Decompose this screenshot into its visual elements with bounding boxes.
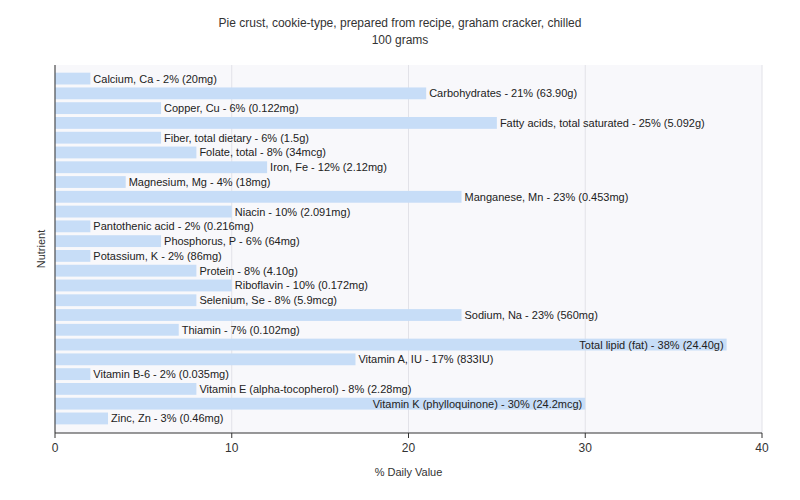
bar: [55, 147, 196, 159]
bar-label: Vitamin B-6 - 2% (0.035mg): [93, 368, 229, 380]
bar-label: Zinc, Zn - 3% (0.46mg): [111, 412, 223, 424]
bar-label: Pantothenic acid - 2% (0.216mg): [93, 220, 253, 232]
bar-label: Phosphorus, P - 6% (64mg): [164, 235, 300, 247]
background: [0, 0, 800, 500]
bar: [55, 250, 90, 262]
bar: [55, 191, 462, 203]
bar-label: Calcium, Ca - 2% (20mg): [93, 73, 216, 85]
title: Pie crust, cookie-type, prepared from re…: [219, 16, 582, 30]
tick-mark: [55, 433, 56, 438]
bar: [55, 309, 462, 321]
tick-label: 30: [579, 441, 593, 455]
bar-label: Potassium, K - 2% (86mg): [93, 250, 221, 262]
bar-label: Vitamin A, IU - 17% (833IU): [358, 353, 493, 365]
bar-label: Thiamin - 7% (0.102mg): [182, 324, 300, 336]
bar-label: Fatty acids, total saturated - 25% (5.09…: [500, 117, 705, 129]
bar-label: Fiber, total dietary - 6% (1.5g): [164, 132, 309, 144]
bars: [55, 73, 727, 425]
bar: [55, 368, 90, 380]
tick-label: 10: [225, 441, 239, 455]
bar-label: Protein - 8% (4.10g): [199, 265, 297, 277]
bar: [55, 73, 90, 85]
bar: [55, 87, 426, 99]
x-axis-label: % Daily Value: [375, 466, 443, 478]
bar-label: Manganese, Mn - 23% (0.453mg): [465, 191, 629, 203]
grid-line: [762, 65, 763, 433]
bar-label: Niacin - 10% (2.091mg): [235, 206, 351, 218]
bar: [55, 324, 179, 336]
bar-label: Carbohydrates - 21% (63.90g): [429, 87, 577, 99]
tick-mark: [408, 433, 409, 438]
bar: [55, 117, 497, 129]
bar-label: Sodium, Na - 23% (560mg): [465, 309, 598, 321]
bar-label: Magnesium, Mg - 4% (18mg): [129, 176, 271, 188]
tick-label: 40: [755, 441, 769, 455]
bar: [55, 235, 161, 247]
tick-mark: [231, 433, 232, 438]
bar-label: Iron, Fe - 12% (2.12mg): [270, 161, 387, 173]
tick-mark: [585, 433, 586, 438]
bar: [55, 102, 161, 114]
bar: [55, 339, 727, 351]
grid-line: [55, 65, 56, 433]
bar: [55, 280, 232, 292]
bar: [55, 206, 232, 218]
bar: [55, 413, 108, 425]
y-axis: [55, 65, 56, 433]
tick-mark: [762, 433, 763, 438]
bar: [55, 132, 161, 144]
plot-area: [55, 65, 762, 433]
bar: [55, 383, 196, 395]
x-axis: [55, 433, 762, 434]
bar-label: Riboflavin - 10% (0.172mg): [235, 279, 368, 291]
tick-label: 0: [52, 441, 59, 455]
subtitle: 100 grams: [372, 33, 429, 47]
bar-label: Selenium, Se - 8% (5.9mcg): [199, 294, 337, 306]
chart: Pie crust, cookie-type, prepared from re…: [0, 0, 800, 500]
bar-label: Folate, total - 8% (34mcg): [199, 146, 326, 158]
tick-label: 20: [402, 441, 416, 455]
bar-label: Vitamin E (alpha-tocopherol) - 8% (2.28m…: [199, 383, 411, 395]
bar-label: Copper, Cu - 6% (0.122mg): [164, 102, 299, 114]
bar: [55, 398, 585, 410]
bar: [55, 353, 355, 365]
bar: [55, 176, 126, 188]
labels: Calcium, Ca - 2% (20mg) Carbohydrates - 2…: [93, 73, 723, 425]
bar-label: Total lipid (fat) - 38% (24.40g): [579, 339, 723, 351]
bar: [55, 265, 196, 277]
bar: [55, 294, 196, 306]
bar: [55, 220, 90, 232]
y-axis-label: Nutrient: [35, 230, 47, 269]
bar-label: Vitamin K (phylloquinone) - 30% (24.2mcg…: [373, 398, 583, 410]
bar: [55, 161, 267, 173]
